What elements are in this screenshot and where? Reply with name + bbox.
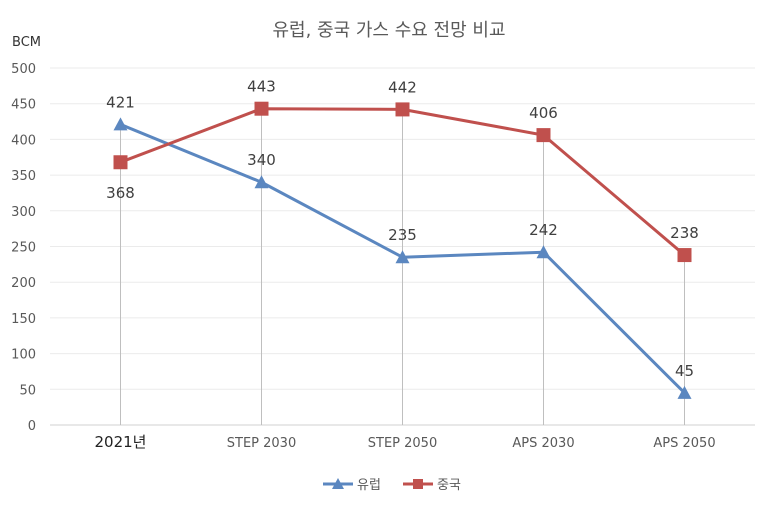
x-axis-ticks: 2021년 STEP 2030 STEP 2050 APS 2030 APS 2050 <box>95 433 716 451</box>
legend-marker <box>413 479 423 489</box>
y-tick-label: 250 <box>11 241 36 256</box>
data-label: 443 <box>247 78 276 96</box>
data-label: 45 <box>675 362 694 380</box>
data-point-square <box>395 102 410 117</box>
data-point-square <box>677 248 692 263</box>
y-tick-label: 100 <box>11 348 36 363</box>
data-point-square <box>113 155 128 170</box>
x-tick-label: STEP 2050 <box>368 436 437 451</box>
y-tick-label: 400 <box>11 133 36 148</box>
series-유럽 <box>113 117 692 399</box>
data-point-square <box>254 101 269 116</box>
data-label: 406 <box>529 104 558 122</box>
data-point-triangle <box>113 117 128 131</box>
y-tick-label: 450 <box>11 98 36 113</box>
data-label: 242 <box>529 221 558 239</box>
data-labels: 421 340 235 242 45 368 443 442 406 238 <box>106 78 699 380</box>
legend-label: 유럽 <box>357 478 381 493</box>
x-tick-label: STEP 2030 <box>227 436 296 451</box>
data-point-square <box>536 128 551 143</box>
y-tick-label: 300 <box>11 205 36 220</box>
series-lines <box>113 101 692 399</box>
data-label: 340 <box>247 151 276 169</box>
data-point-triangle <box>677 385 692 399</box>
legend-item-중국: 중국 <box>403 478 461 493</box>
data-point-triangle <box>395 250 410 264</box>
y-tick-label: 150 <box>11 312 36 327</box>
series-중국 <box>113 101 692 263</box>
legend-marker <box>332 478 344 489</box>
data-label: 235 <box>388 226 417 244</box>
legend: 유럽 중국 <box>323 478 461 493</box>
x-tick-label: APS 2050 <box>653 436 715 451</box>
y-tick-label: 0 <box>28 419 36 434</box>
y-axis-ticks: 0 50 100 150 200 250 300 350 400 450 500 <box>11 62 36 434</box>
legend-label: 중국 <box>437 478 461 493</box>
drop-lines <box>120 108 685 425</box>
data-point-triangle <box>254 175 269 189</box>
data-label: 421 <box>106 93 135 111</box>
y-tick-label: 500 <box>11 62 36 77</box>
y-tick-label: 200 <box>11 276 36 291</box>
data-label: 368 <box>106 184 135 202</box>
data-point-triangle <box>536 245 551 259</box>
data-label: 238 <box>670 224 699 242</box>
x-tick-label: 2021년 <box>95 433 147 451</box>
chart-title: 유럽, 중국 가스 수요 전망 비교 <box>272 20 505 41</box>
y-tick-label: 50 <box>19 383 36 398</box>
data-label: 442 <box>388 78 417 96</box>
x-tick-label: APS 2030 <box>512 436 574 451</box>
legend-item-유럽: 유럽 <box>323 478 381 493</box>
y-tick-label: 350 <box>11 169 36 184</box>
y-axis-label: BCM <box>12 35 41 50</box>
